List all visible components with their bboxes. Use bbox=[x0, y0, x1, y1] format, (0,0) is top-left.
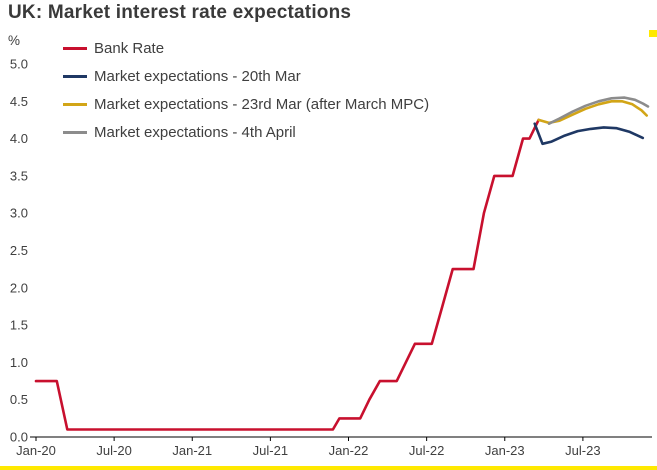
yellow-accent-bar bbox=[0, 466, 657, 470]
y-axis-unit-label: % bbox=[8, 33, 21, 48]
y-tick-label: 2.0 bbox=[10, 280, 28, 295]
y-tick-label: 0.5 bbox=[10, 392, 28, 407]
legend-item-expectations-20th-mar: Market expectations - 20th Mar bbox=[63, 62, 429, 90]
yellow-accent-dash bbox=[649, 30, 657, 37]
legend-item-bank-rate: Bank Rate bbox=[63, 34, 429, 62]
y-tick-label: 1.0 bbox=[10, 355, 28, 370]
y-tick-label: 3.0 bbox=[10, 206, 28, 221]
series-line-expectations-4th-april bbox=[547, 96, 650, 125]
y-tick-label: 2.5 bbox=[10, 243, 28, 258]
x-tick-label: Jan-23 bbox=[485, 443, 525, 458]
y-tick-label: 3.5 bbox=[10, 168, 28, 183]
y-tick-label: 4.5 bbox=[10, 94, 28, 109]
x-tick-label: Jul-21 bbox=[253, 443, 288, 458]
legend-item-expectations-4th-april: Market expectations - 4th April bbox=[63, 118, 429, 146]
page-title: UK: Market interest rate expectations bbox=[8, 2, 352, 23]
expectations-23rd-mar-line-swatch bbox=[63, 102, 87, 106]
x-tick-label: Jan-21 bbox=[172, 443, 212, 458]
legend-item-expectations-23rd-mar: Market expectations - 23rd Mar (after Ma… bbox=[63, 90, 429, 118]
x-tick-label: Jul-23 bbox=[565, 443, 600, 458]
series-line-expectations-20th-mar bbox=[533, 122, 645, 146]
y-tick-label: 4.0 bbox=[10, 131, 28, 146]
legend-label: Bank Rate bbox=[94, 39, 165, 57]
expectations-20th-mar-line-swatch bbox=[63, 74, 87, 78]
legend-label: Market expectations - 20th Mar bbox=[94, 67, 301, 85]
bank-rate-line-swatch bbox=[63, 46, 87, 50]
expectations-4th-april-line-swatch bbox=[63, 130, 87, 134]
series-line-bank-rate bbox=[34, 118, 540, 431]
x-tick-label: Jan-22 bbox=[329, 443, 369, 458]
x-tick-label: Jan-20 bbox=[16, 443, 56, 458]
x-tick-label: Jul-20 bbox=[96, 443, 131, 458]
y-tick-label: 5.0 bbox=[10, 57, 28, 72]
legend-label: Market expectations - 4th April bbox=[94, 123, 296, 141]
legend-label: Market expectations - 23rd Mar (after Ma… bbox=[94, 95, 430, 113]
x-tick-label: Jul-22 bbox=[409, 443, 444, 458]
y-tick-label: 0.0 bbox=[10, 430, 28, 445]
y-tick-label: 1.5 bbox=[10, 318, 28, 333]
chart-legend: Bank Rate Market expectations - 20th Mar… bbox=[63, 34, 429, 146]
